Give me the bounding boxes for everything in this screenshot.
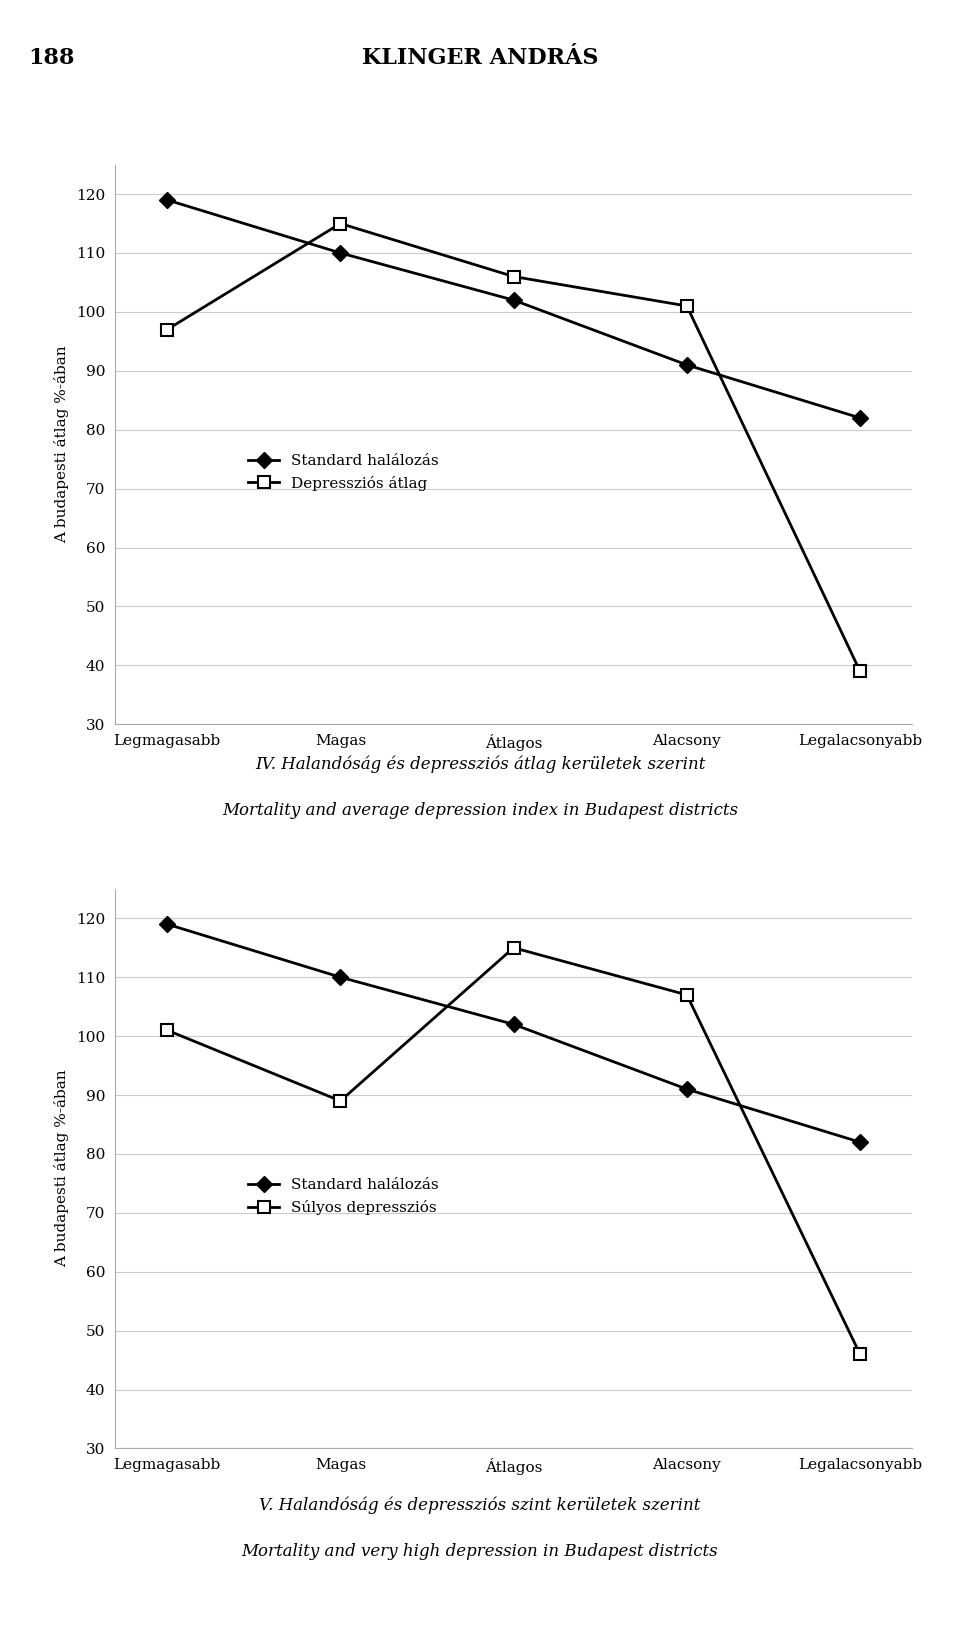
Standard halálozás [854,1132,866,1152]
Standard halálozás [508,290,519,309]
Text: Mortality and very high depression in Budapest districts: Mortality and very high depression in Bu… [242,1542,718,1560]
Line: Standard halálozás: Standard halálozás [161,194,866,423]
Súlyos depressziós [508,938,519,958]
Depressziós átlag [681,296,692,316]
Depressziós átlag [161,319,173,339]
Depressziós átlag [508,267,519,286]
Y-axis label: A budapesti átlag %-ában: A budapesti átlag %-ában [55,346,69,543]
Line: Súlyos depressziós: Súlyos depressziós [161,942,866,1361]
Text: KLINGER ANDRÁS: KLINGER ANDRÁS [362,46,598,69]
Depressziós átlag [335,214,347,234]
Súlyos depressziós [681,984,692,1004]
Line: Standard halálozás: Standard halálozás [161,918,866,1147]
Standard halálozás [681,356,692,375]
Legend: Standard halálozás, Súlyos depressziós: Standard halálozás, Súlyos depressziós [242,1172,445,1221]
Text: Mortality and average depression index in Budapest districts: Mortality and average depression index i… [222,802,738,820]
Depressziós átlag [854,662,866,681]
Standard halálozás [335,968,347,988]
Súlyos depressziós [161,1021,173,1040]
Text: V. Halandóság és depressziós szint kerületek szerint: V. Halandóság és depressziós szint kerül… [259,1496,701,1514]
Standard halálozás [161,914,173,933]
Line: Depressziós átlag: Depressziós átlag [161,217,866,678]
Y-axis label: A budapesti átlag %-ában: A budapesti átlag %-ában [55,1070,69,1267]
Text: 188: 188 [29,46,75,69]
Legend: Standard halálozás, Depressziós átlag: Standard halálozás, Depressziós átlag [242,448,445,497]
Standard halálozás [681,1080,692,1100]
Text: IV. Halandóság és depressziós átlag kerületek szerint: IV. Halandóság és depressziós átlag kerü… [254,756,706,774]
Súlyos depressziós [854,1345,866,1365]
Standard halálozás [508,1014,519,1034]
Súlyos depressziós [335,1091,347,1111]
Standard halálozás [335,244,347,263]
Standard halálozás [854,408,866,428]
Standard halálozás [161,189,173,209]
